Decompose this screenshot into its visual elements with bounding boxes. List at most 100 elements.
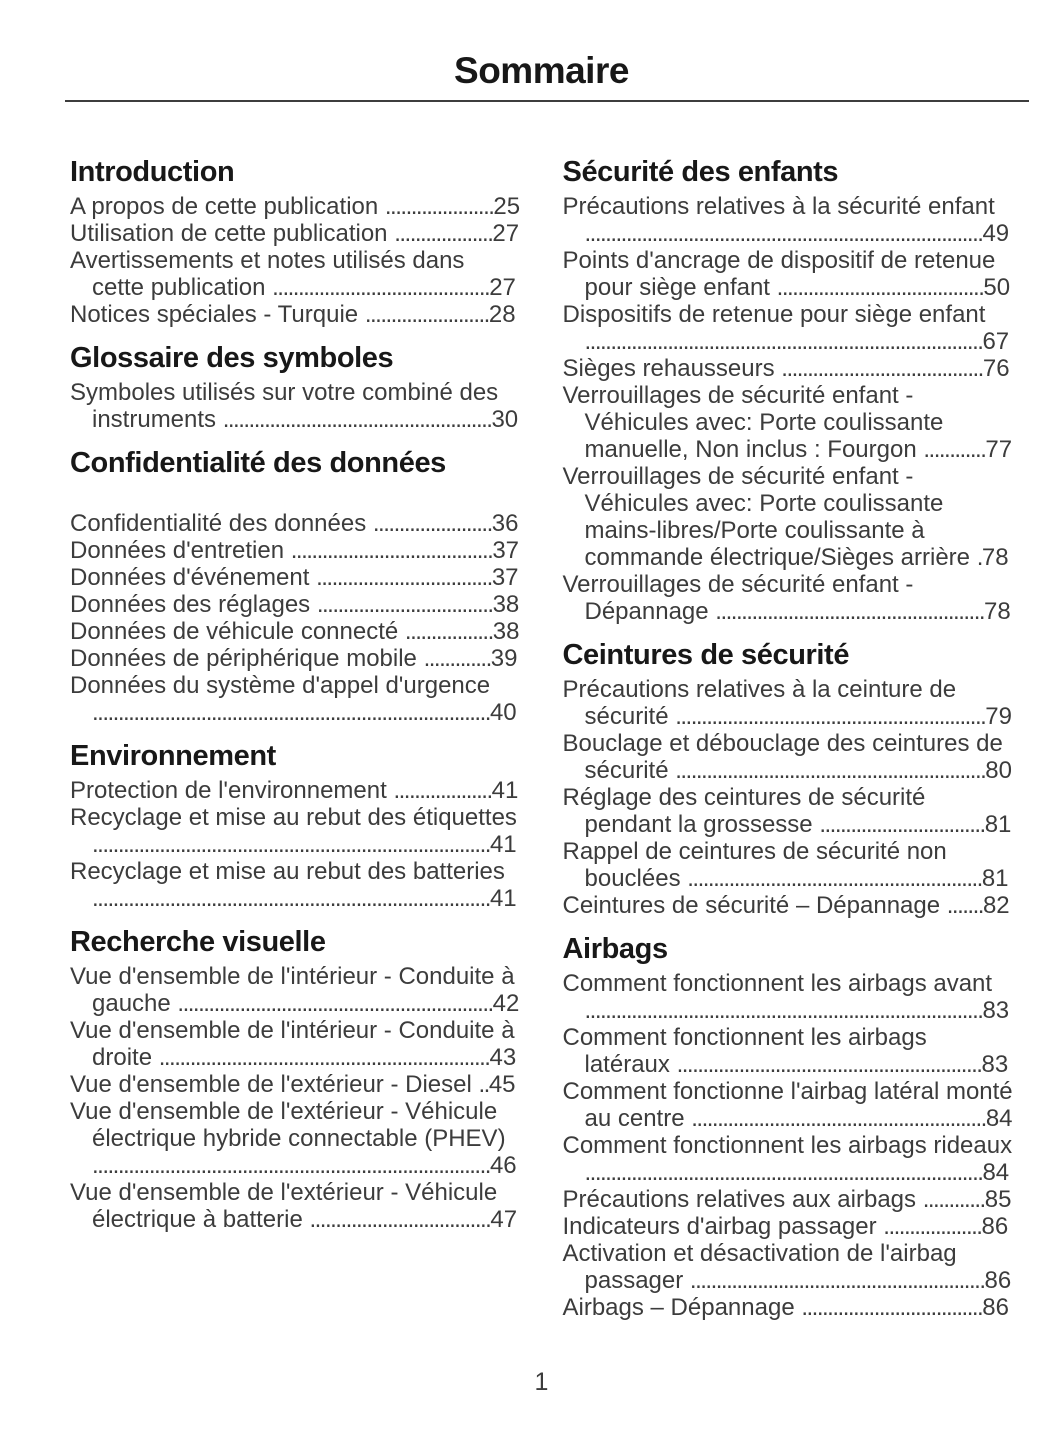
toc-entry: Données de périphérique mobile .........… <box>70 645 521 672</box>
toc-entry: Vue d'ensemble de l'intérieur - Conduite… <box>70 963 521 1017</box>
entry-dot-leader: ........................................… <box>675 703 987 730</box>
entry-title: Réglage des ceintures de sécurité pendan… <box>562 784 926 838</box>
entry-dot-leader: ................................ <box>819 811 986 838</box>
entry-title: Symboles utilisés sur votre combiné des … <box>70 379 499 433</box>
entry-page-number: 77 <box>985 436 1013 463</box>
entry-dot-leader: ................... <box>883 1213 983 1240</box>
entry-dot-leader: ........................................… <box>222 406 493 433</box>
toc-entry: Protection de l'environnement ..........… <box>70 777 521 804</box>
entry-dot-leader: ........................ <box>364 301 491 328</box>
entry-dot-leader: .................................. <box>316 591 494 618</box>
entry-title: Données de périphérique mobile <box>70 645 417 672</box>
toc-entry: Recyclage et mise au rebut des étiquette… <box>70 804 521 858</box>
entry-dot-leader: ........................................… <box>715 598 985 625</box>
entry-page-number: 28 <box>488 301 516 328</box>
entry-dot-leader: ................... <box>393 777 493 804</box>
entry-page-number: 49 <box>982 220 1010 247</box>
entry-title: Indicateurs d'airbag passager <box>562 1213 877 1240</box>
entry-page-number: 80 <box>985 757 1012 784</box>
toc-entry: A propos de cette publication ..........… <box>70 193 521 220</box>
toc-entry: Avertissements et notes utilisés dans ce… <box>70 247 521 301</box>
entry-dot-leader: ........................................… <box>158 1044 491 1071</box>
entry-dot-leader: ........................................… <box>687 865 983 892</box>
toc-entry: Vue d'ensemble de l'extérieur - Véhicule… <box>70 1179 521 1233</box>
toc-entry: Indicateurs d'airbag passager ..........… <box>563 1213 1014 1240</box>
toc-entry: Comment fonctionnent les airbags rideaux… <box>563 1132 1014 1186</box>
toc-section: Airbags Comment fonctionnent les airbags… <box>563 933 1014 1321</box>
entry-page-number: 81 <box>981 865 1009 892</box>
section-entries: Vue d'ensemble de l'intérieur - Conduite… <box>70 963 521 1233</box>
entry-title: Notices spéciales - Turquie <box>70 301 359 328</box>
entry-dot-leader: ........................................… <box>177 990 494 1017</box>
entry-page-number: 67 <box>982 328 1010 355</box>
section-heading: Introduction <box>70 156 235 188</box>
entry-title: Points d'ancrage de dispositif de retenu… <box>562 247 996 301</box>
entry-dot-leader: ............ <box>922 1186 987 1213</box>
entry-page-number: 27 <box>489 274 516 301</box>
entry-dot-leader: ........................................… <box>584 1159 984 1186</box>
entry-page-number: 81 <box>984 811 1012 838</box>
entry-page-number: 38 <box>492 591 520 618</box>
section-heading: Confidentialité des données <box>70 447 446 479</box>
toc-section: Sécurité des enfants Précautions relativ… <box>563 156 1014 625</box>
entry-page-number: 50 <box>983 274 1011 301</box>
toc-entry: Recyclage et mise au rebut des batteries… <box>70 858 521 912</box>
entry-title: Précautions relatives aux airbags <box>562 1186 917 1213</box>
toc-entry: Utilisation de cette publication .......… <box>70 220 521 247</box>
entry-title: Données de véhicule connecté <box>70 618 399 645</box>
toc-entry: Données d'événement ....................… <box>70 564 521 591</box>
entry-dot-leader: ........................................… <box>691 1105 987 1132</box>
toc-column-right: Sécurité des enfants Précautions relativ… <box>563 156 1014 1321</box>
entry-dot-leader: ..................... <box>384 193 495 220</box>
entry-title: Dispositifs de retenue pour siège enfant <box>562 301 986 328</box>
entry-title: Verrouillages de sécurité enfant - Véhic… <box>562 382 944 463</box>
entry-page-number: 79 <box>985 703 1012 730</box>
toc-entry: Notices spéciales - Turquie ............… <box>70 301 521 328</box>
entry-page-number: 37 <box>491 564 519 591</box>
entry-title: Vue d'ensemble de l'extérieur - Diesel <box>70 1071 472 1098</box>
section-heading: Glossaire des symboles <box>70 342 394 374</box>
entry-title: Utilisation de cette publication <box>70 220 388 247</box>
section-heading: Airbags <box>562 933 669 965</box>
entry-page-number: 82 <box>982 892 1010 919</box>
section-entries: A propos de cette publication ..........… <box>70 193 521 328</box>
toc-section: Introduction A propos de cette publicati… <box>70 156 521 328</box>
entry-dot-leader: ................... <box>394 220 494 247</box>
entry-page-number: 86 <box>981 1213 1009 1240</box>
entry-page-number: 41 <box>489 885 517 912</box>
entry-title: Précautions relatives à la ceinture de s… <box>562 676 957 730</box>
entry-title: Données du système d'appel d'urgence <box>70 672 491 699</box>
entry-dot-leader: ....................................... <box>290 537 494 564</box>
entry-title: Comment fonctionnent les airbags rideaux <box>562 1132 1013 1159</box>
entry-page-number: 83 <box>982 997 1010 1024</box>
section-entries: Protection de l'environnement ..........… <box>70 777 521 912</box>
entry-dot-leader: ....... <box>946 892 985 919</box>
entry-page-number: 86 <box>982 1294 1009 1321</box>
toc-entry: Vue d'ensemble de l'extérieur - Diesel .… <box>70 1071 521 1098</box>
entry-page-number: 41 <box>489 831 517 858</box>
toc-entry: Comment fonctionnent les airbags latérau… <box>563 1024 1014 1078</box>
toc-column-left: Introduction A propos de cette publicati… <box>70 156 521 1321</box>
toc-entry: Comment fonctionne l'airbag latéral mont… <box>563 1078 1014 1132</box>
section-heading: Recherche visuelle <box>70 926 326 958</box>
entry-page-number: 42 <box>492 990 520 1017</box>
toc-entry: Données d'entretien ....................… <box>70 537 521 564</box>
entry-page-number: 40 <box>489 699 517 726</box>
entry-page-number: 41 <box>491 777 519 804</box>
entry-title: Bouclage et débouclage des ceintures de … <box>562 730 1003 784</box>
section-entries: Précautions relatives à la ceinture de s… <box>563 676 1014 919</box>
entry-page-number: 39 <box>490 645 518 672</box>
entry-title: Précautions relatives à la sécurité enfa… <box>562 193 995 220</box>
entry-title: Verrouillages de sécurité enfant - Dépan… <box>562 571 914 625</box>
entry-page-number: 30 <box>491 406 519 433</box>
toc-section: Glossaire des symboles Symboles utilisés… <box>70 342 521 433</box>
toc-entry: Bouclage et débouclage des ceintures de … <box>563 730 1014 784</box>
entry-title: Données d'événement <box>70 564 310 591</box>
entry-dot-leader: ........................................… <box>689 1267 986 1294</box>
entry-title: Airbags – Dépannage <box>562 1294 795 1321</box>
section-entries: Symboles utilisés sur votre combiné des … <box>70 379 521 433</box>
toc-entry: Ceintures de sécurité – Dépannage ......… <box>563 892 1014 919</box>
section-entries: Confidentialité des données ............… <box>70 484 521 726</box>
entry-title: Ceintures de sécurité – Dépannage <box>562 892 941 919</box>
